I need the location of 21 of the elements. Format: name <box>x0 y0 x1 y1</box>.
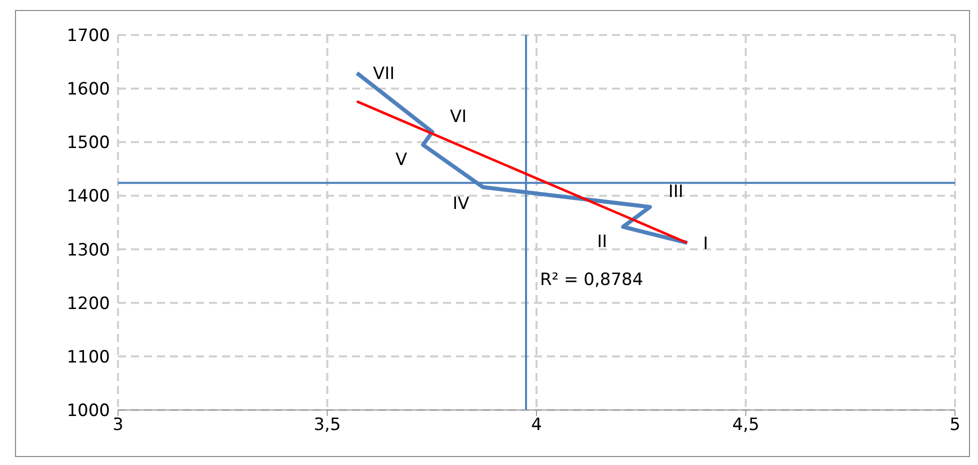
x-tick-label: 4,5 <box>732 415 760 436</box>
y-tick-label: 1000 <box>66 401 110 422</box>
annotation: V <box>395 150 408 170</box>
y-tick-label: 1700 <box>66 26 110 46</box>
annotation: VI <box>450 106 467 127</box>
y-tick-label: 1600 <box>66 80 110 100</box>
annotation: R² = 0,8784 <box>540 270 644 290</box>
annotation: I <box>703 234 708 254</box>
x-tick-label: 3,5 <box>314 415 341 436</box>
annotation: III <box>668 182 684 202</box>
y-tick-label: 1300 <box>66 240 110 260</box>
annotation: VII <box>372 64 395 84</box>
x-tick-label: 3 <box>112 415 124 436</box>
y-tick-label: 1200 <box>66 294 110 314</box>
y-tick-label: 1500 <box>66 133 110 154</box>
annotation: IV <box>452 194 470 214</box>
x-tick-label: 4 <box>531 415 542 436</box>
x-tick-label: 5 <box>950 415 960 436</box>
y-tick-label: 1100 <box>66 347 110 368</box>
annotation: II <box>597 232 608 252</box>
y-tick-label: 1400 <box>66 186 110 207</box>
